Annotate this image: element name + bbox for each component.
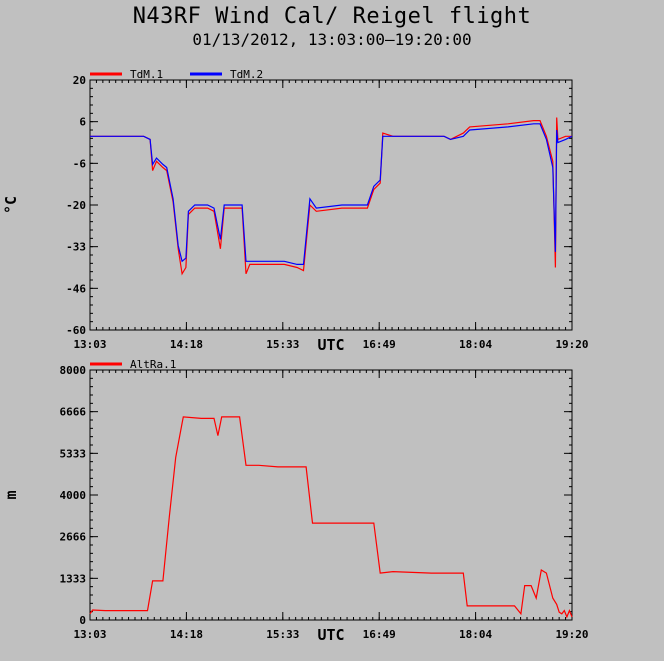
x-tick-label: 13:03 [73, 628, 106, 641]
y-tick-label: 8000 [60, 364, 87, 377]
x-tick-label: 14:18 [170, 338, 203, 351]
x-tick-label: 16:49 [363, 628, 396, 641]
series-line-TdM.2 [90, 123, 573, 265]
y-tick-label: 6666 [60, 406, 87, 419]
x-axis-label: UTC [317, 336, 344, 354]
y-tick-label: 4000 [60, 489, 87, 502]
legend-label: AltRa.1 [130, 358, 176, 371]
x-tick-label: 13:03 [73, 338, 106, 351]
plot-frame [89, 369, 573, 621]
y-tick-label: -33 [66, 241, 86, 254]
y-tick-label: 2666 [60, 531, 87, 544]
x-tick-label: 19:20 [555, 338, 588, 351]
x-tick-label: 18:04 [459, 628, 492, 641]
y-axis-label: °C [2, 196, 20, 214]
series-line-TdM.1 [90, 117, 572, 276]
chart-panel-2: 13:03 14:18 15:33 16:49 18:04 19:20 8000 6666 53… [2, 358, 589, 644]
x-tick-label: 18:04 [459, 338, 492, 351]
y-tick-label: -20 [66, 199, 86, 212]
y-tick-label: 0 [79, 614, 86, 627]
x-axis-label: UTC [317, 626, 344, 644]
x-tick-label: 16:49 [363, 338, 396, 351]
y-tick-label: -46 [66, 282, 86, 295]
y-tick-label: 1333 [60, 572, 87, 585]
chart-title: N43RF Wind Cal/ Reigel flight [132, 4, 532, 29]
x-tick-label: 19:20 [555, 628, 588, 641]
y-tick-label: 6 [79, 116, 86, 129]
x-tick-label: 14:18 [170, 628, 203, 641]
y-axis-label: m [2, 490, 20, 499]
series-line-AltRa.1 [89, 416, 573, 619]
x-tick-label: 15:33 [266, 628, 299, 641]
x-tick-label: 15:33 [266, 338, 299, 351]
y-tick-label: 5333 [60, 447, 87, 460]
legend-label: TdM.2 [230, 68, 263, 81]
y-tick-label: -60 [66, 324, 86, 337]
plot-frame [89, 79, 573, 331]
chart-subtitle: 01/13/2012, 13:03:00–19:20:00 [192, 30, 472, 49]
legend-label: TdM.1 [130, 68, 163, 81]
y-tick-label: 20 [73, 74, 86, 87]
chart-panel-1: 13:03 14:18 15:33 16:49 18:04 19:20 20 6 -6 -20 -3… [2, 68, 589, 354]
y-tick-label: -6 [73, 157, 87, 170]
